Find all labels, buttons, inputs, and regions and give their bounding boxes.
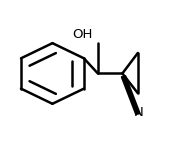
Text: OH: OH (72, 28, 92, 41)
Text: N: N (134, 106, 144, 119)
